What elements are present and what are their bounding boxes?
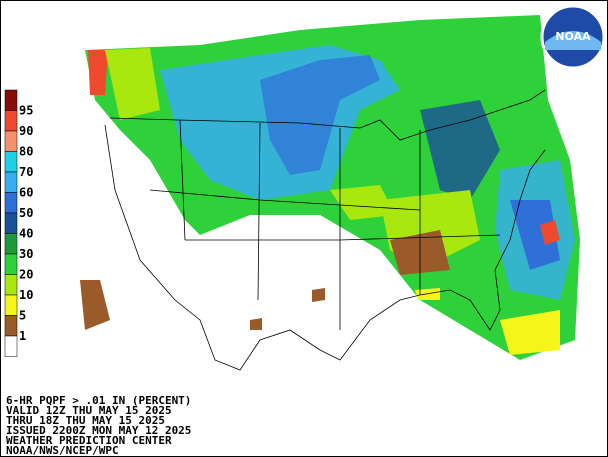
footer: 6-HR PQPF > .01 IN (PERCENT)VALID 12Z TH… — [6, 394, 191, 457]
precip-shading — [80, 15, 580, 360]
legend-swatch — [4, 89, 18, 111]
logo-text: NOAA — [555, 30, 591, 43]
logo: NOAA — [540, 4, 606, 70]
legend-swatch — [4, 171, 18, 193]
legend-swatch — [4, 192, 18, 214]
legend-swatch — [4, 294, 18, 316]
legend-swatch — [4, 335, 18, 357]
legend-label: 5 — [19, 309, 26, 323]
footer-line: THRU 18Z THU MAY 15 2025 — [6, 414, 165, 427]
legend-swatch — [4, 315, 18, 337]
footer-line: WEATHER PREDICTION CENTER — [6, 434, 172, 447]
legend-swatch — [4, 233, 18, 255]
legend-swatch — [4, 274, 18, 296]
legend-swatch — [4, 253, 18, 275]
legend-label: 95 — [19, 104, 33, 118]
legend-label: 30 — [19, 247, 33, 261]
legend-label: 50 — [19, 206, 33, 220]
legend-swatch — [4, 212, 18, 234]
legend: 95 90 80 70 60 50 40 30 20 10 5 1 — [4, 89, 33, 357]
legend-label: 10 — [19, 288, 33, 302]
footer-line: ISSUED 2200Z MON MAY 12 2025 — [6, 424, 191, 437]
footer-line: NOAA/NWS/NCEP/WPC — [6, 444, 119, 457]
legend-label: 20 — [19, 268, 33, 282]
legend-label: 80 — [19, 145, 33, 159]
legend-swatch — [4, 130, 18, 152]
legend-swatch — [4, 110, 18, 132]
legend-label: 90 — [19, 124, 33, 138]
legend-label: 40 — [19, 227, 33, 241]
legend-label: 1 — [19, 329, 26, 343]
legend-label: 70 — [19, 165, 33, 179]
boundaries — [104, 89, 546, 371]
footer-line: VALID 12Z THU MAY 15 2025 — [6, 404, 172, 417]
legend-label: 60 — [19, 186, 33, 200]
footer-line: 6-HR PQPF > .01 IN (PERCENT) — [6, 394, 191, 407]
legend-swatch — [4, 151, 18, 173]
